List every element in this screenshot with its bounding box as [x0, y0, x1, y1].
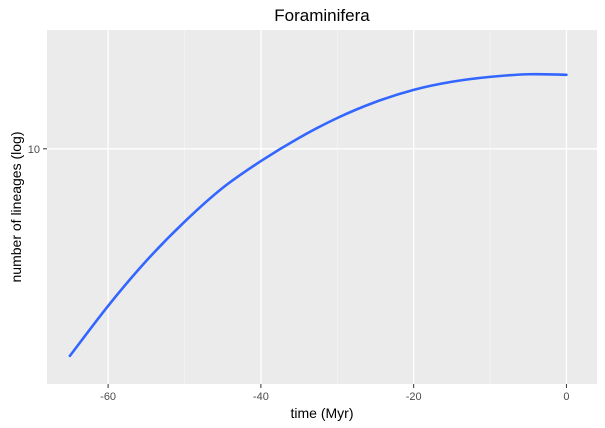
- y-axis: 10: [28, 144, 47, 156]
- series-layer: [68, 72, 568, 358]
- x-tick-label: 0: [563, 391, 569, 403]
- chart-title: Foraminifera: [274, 6, 370, 25]
- y-axis-title: number of lineages (log): [8, 132, 24, 283]
- panel-background: [47, 30, 597, 384]
- x-tick-label: -60: [100, 391, 116, 403]
- series-line: [68, 72, 568, 358]
- x-axis-title: time (Myr): [291, 405, 354, 421]
- y-tick-label: 10: [28, 144, 40, 156]
- x-tick-label: -20: [406, 391, 422, 403]
- x-axis: -60 -40 -20 0: [100, 384, 570, 403]
- x-tick-label: -40: [253, 391, 269, 403]
